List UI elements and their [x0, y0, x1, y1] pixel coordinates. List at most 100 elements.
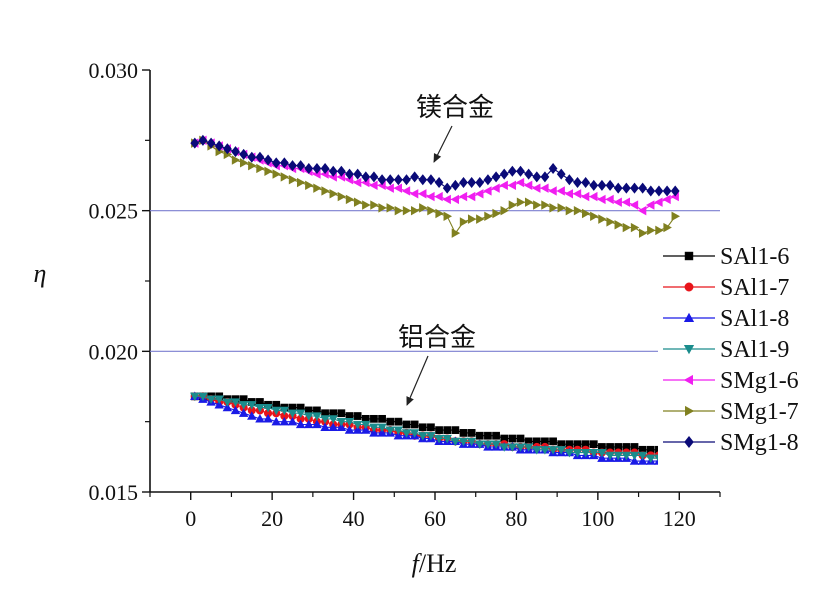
y-tick-label: 0.020 [89, 339, 139, 364]
data-point [353, 168, 363, 180]
data-point [222, 402, 233, 412]
data-point [230, 405, 241, 415]
data-point [362, 200, 371, 210]
data-point [540, 171, 550, 183]
data-point [295, 409, 306, 419]
data-point [402, 205, 412, 216]
legend-label: SAl1-9 [720, 337, 789, 363]
data-point [426, 191, 435, 202]
series-SMg1-7 [191, 135, 681, 238]
data-point [370, 200, 379, 210]
data-point [507, 165, 517, 177]
data-point [572, 448, 583, 458]
data-point [394, 205, 404, 216]
data-point [231, 146, 240, 158]
data-point [410, 420, 419, 429]
data-point [370, 414, 378, 423]
data-point [564, 189, 574, 199]
axis-ticks: 0 20 40 60 80 100 120 0.015 0.020 0.025 0.030 [89, 58, 721, 531]
data-point [295, 419, 306, 429]
data-point [336, 165, 346, 177]
data-point [352, 420, 363, 430]
data-point [597, 448, 607, 458]
data-point [418, 423, 427, 432]
data-point [450, 194, 460, 205]
data-point [198, 134, 208, 146]
data-point [198, 392, 208, 402]
data-point [443, 211, 453, 222]
annotation-magnesium-arrow [433, 125, 453, 163]
data-point [320, 162, 330, 174]
data-point [483, 174, 493, 186]
data-point [508, 434, 517, 443]
data-point [475, 431, 484, 440]
data-point [629, 200, 639, 210]
data-point [296, 160, 306, 172]
data-point [467, 177, 477, 189]
legend-item: SMg1-8 [663, 430, 799, 456]
data-point [581, 177, 591, 189]
data-point [630, 222, 640, 233]
data-point [238, 408, 249, 417]
x-tick-label: 80 [505, 506, 527, 531]
data-point [230, 398, 241, 407]
data-point [377, 428, 387, 437]
data-point [532, 171, 542, 183]
data-point [451, 426, 460, 434]
data-point [580, 191, 590, 202]
data-point [190, 137, 200, 149]
data-point [451, 228, 461, 238]
data-point [459, 429, 468, 437]
data-point [255, 414, 265, 423]
data-point [629, 456, 640, 465]
x-tick-label: 60 [424, 506, 446, 531]
data-point [475, 440, 485, 449]
data-point [353, 412, 362, 420]
data-point [206, 395, 216, 404]
legend-swatch-marker [683, 312, 695, 322]
data-point [524, 168, 534, 180]
y-axis-title: η [34, 259, 47, 288]
x-tick-label: 100 [581, 506, 614, 531]
data-point [344, 418, 355, 427]
data-point [206, 137, 216, 149]
data-point [638, 228, 648, 238]
data-point [458, 437, 469, 447]
data-point [548, 162, 558, 174]
data-point [345, 194, 355, 205]
data-point [401, 186, 411, 196]
data-point [614, 220, 624, 230]
data-point [531, 183, 541, 193]
x-axis-title: f/Hz [412, 549, 457, 578]
data-point [418, 432, 428, 441]
data-point [621, 451, 632, 461]
data-point [484, 211, 493, 222]
data-point [515, 443, 526, 452]
data-point [361, 420, 371, 430]
data-point [532, 446, 542, 455]
data-point [402, 420, 411, 429]
data-point [476, 214, 485, 224]
data-point [393, 174, 403, 186]
data-point [549, 437, 557, 446]
data-point [654, 197, 663, 207]
legend-item: SAl1-7 [663, 275, 789, 301]
data-point [613, 182, 623, 194]
data-point [410, 205, 420, 216]
data-point [443, 426, 452, 434]
data-point [394, 417, 403, 426]
data-point [459, 177, 468, 189]
data-point [312, 419, 322, 429]
data-point [361, 171, 371, 183]
data-point [556, 446, 566, 455]
data-point [564, 448, 575, 458]
data-point [304, 412, 314, 421]
data-point [393, 430, 404, 440]
data-point [410, 171, 420, 183]
data-point [467, 214, 477, 224]
data-point [427, 205, 436, 216]
data-point [646, 185, 656, 197]
data-point [499, 168, 509, 180]
legend-swatch-marker [684, 251, 694, 261]
